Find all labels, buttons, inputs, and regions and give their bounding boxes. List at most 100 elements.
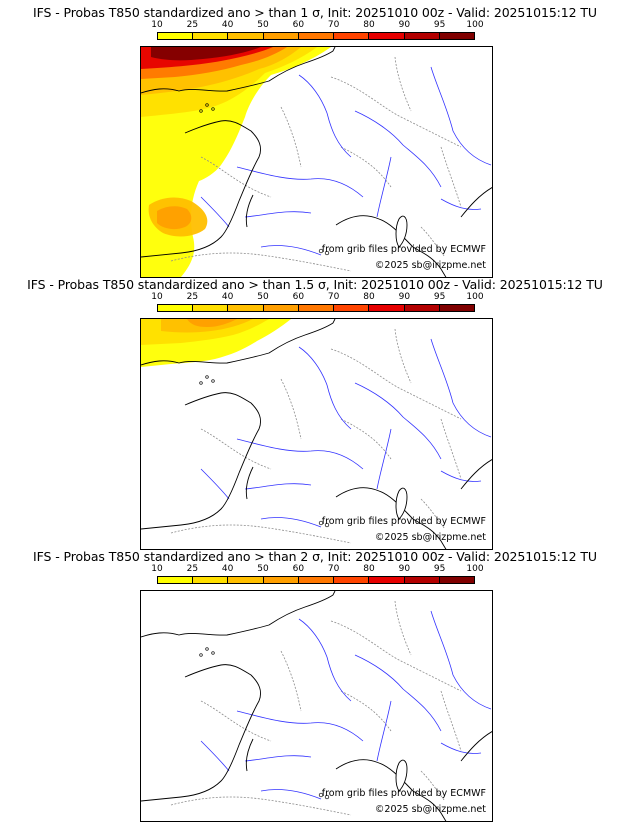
colorbar-tick-label: 70 [327,292,340,302]
admin-border [394,328,412,384]
probability-map: from grib files provided by ECMWF ©2025 … [140,590,493,822]
island [211,107,215,111]
colorbar-swatch [158,577,194,583]
panel-title: IFS - Probas T850 standardized ano > tha… [33,549,597,564]
colorbar-tick-label: 25 [186,292,199,302]
colorbar-labels: 10 25 40 50 60 70 80 90 95 100 [151,564,483,575]
admin-border [200,428,272,470]
coastline [245,738,254,772]
colorbar-swatch [263,305,299,311]
island [324,522,330,528]
island [318,520,324,526]
colorbar-tick-label: 10 [151,564,163,574]
probability-area [157,206,192,230]
colorbar-tick-label: 40 [221,292,234,302]
river [430,610,492,710]
admin-border [280,378,302,440]
river [354,382,442,460]
river [440,470,482,482]
colorbar [157,32,475,40]
island [211,651,215,655]
source-credit: from grib files provided by ECMWF [321,788,486,799]
river [200,740,230,772]
admin-border [394,600,412,656]
source-credit: from grib files provided by ECMWF [321,516,486,527]
admin-border [280,106,302,168]
admin-border [200,156,272,198]
river [244,755,312,762]
colorbar-swatch [404,577,440,583]
island [199,109,203,113]
colorbar-swatch [369,305,405,311]
colorbar-swatch [298,33,335,39]
corsica-island [395,759,408,792]
map-panel-3: IFS - Probas T850 standardized ano > tha… [0,549,630,823]
admin-border [170,252,352,272]
colorbar-swatch [193,33,229,39]
map-panel-1: IFS - Probas T850 standardized ano > tha… [0,5,630,279]
admin-border [440,690,462,752]
panel-title: IFS - Probas T850 standardized ano > tha… [27,277,603,292]
admin-border [280,650,302,712]
colorbar-tick-label: 50 [257,564,269,574]
colorbar-tick-label: 70 [327,20,340,30]
colorbar-labels: 10 25 40 50 60 70 80 90 95 100 [151,20,483,31]
colorbar-labels: 10 25 40 50 60 70 80 90 95 100 [151,292,483,303]
colorbar-swatch [369,577,405,583]
admin-border [420,226,446,258]
probability-map: from grib files provided by ECMWF ©2025 … [140,46,493,278]
colorbar-tick-label: 95 [433,20,446,30]
colorbar-tick-label: 60 [292,20,305,30]
river [440,742,482,754]
colorbar-tick-label: 40 [221,564,234,574]
colorbar-tick-label: 90 [398,292,411,302]
colorbar-tick-label: 25 [186,564,199,574]
river [236,710,364,742]
colorbar-swatch [158,33,194,39]
probability-area [151,47,261,61]
colorbar-swatch [158,305,194,311]
river [244,483,312,490]
colorbar-tick-label: 10 [151,20,163,30]
map-canvas [141,47,492,277]
river [298,618,352,702]
colorbar-swatch [193,577,229,583]
admin-border [394,56,412,112]
admin-border [340,690,392,732]
panel-title: IFS - Probas T850 standardized ano > tha… [33,5,597,20]
colorbar-swatch [369,33,405,39]
colorbar-tick-label: 95 [433,564,446,574]
colorbar-tick-label: 80 [363,292,375,302]
island [324,250,330,256]
river [430,66,492,166]
admin-border [330,348,462,420]
island [205,103,209,107]
coastline [141,392,262,530]
colorbar-tick-label: 60 [292,564,305,574]
admin-border [440,146,462,208]
river [298,74,352,158]
island [324,794,330,800]
river [376,156,392,218]
island [199,653,203,657]
admin-border [420,770,446,802]
colorbar-swatch [298,305,335,311]
colorbar-tick-label: 95 [433,292,446,302]
colorbar-swatch [298,577,335,583]
river [354,110,442,188]
copyright: ©2025 sb@irizpme.net [374,804,486,815]
river [440,198,482,210]
coastline [141,47,336,94]
river [430,338,492,438]
admin-border [170,796,352,816]
colorbar-tick-label: 100 [466,292,484,302]
colorbar-swatch [228,577,264,583]
colorbar-swatch [193,305,229,311]
copyright: ©2025 sb@irizpme.net [374,532,486,543]
admin-border [340,418,392,460]
probability-map: from grib files provided by ECMWF ©2025 … [140,318,493,550]
colorbar-tick-label: 70 [327,564,340,574]
colorbar-swatch [263,33,299,39]
map-canvas [141,591,492,821]
coastline [460,731,492,762]
